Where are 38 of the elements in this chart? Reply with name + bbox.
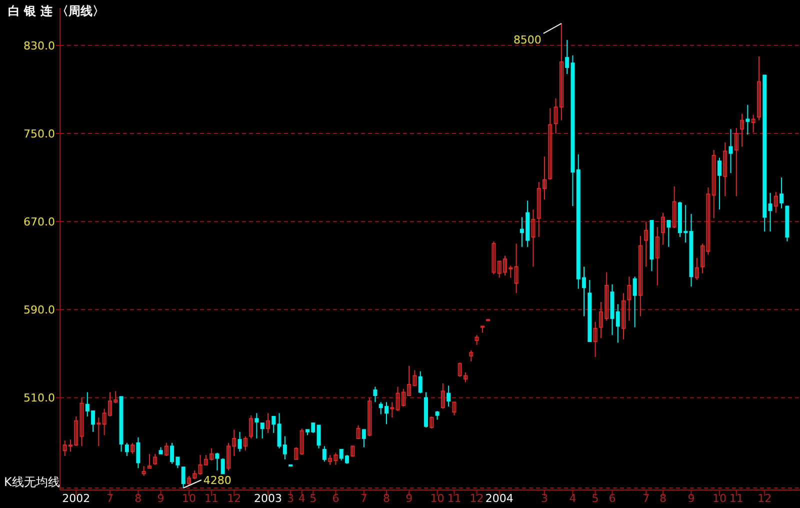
x-tick-label: 12 bbox=[470, 492, 484, 505]
y-tick-label: 670.0 bbox=[24, 216, 55, 229]
y-tick-label: 590.0 bbox=[24, 304, 55, 317]
x-tick-label: 12 bbox=[758, 492, 772, 505]
x-tick-label: 8 bbox=[382, 492, 390, 505]
y-tick-label: 510.0 bbox=[24, 392, 55, 405]
x-tick-label: 6 bbox=[608, 492, 616, 505]
x-tick-label: 7 bbox=[360, 492, 368, 505]
x-tick-label: 9 bbox=[406, 492, 413, 505]
x-tick-label: 2002 bbox=[62, 492, 90, 505]
x-tick-label: 9 bbox=[688, 492, 695, 505]
y-tick-label: 830.0 bbox=[24, 39, 55, 52]
x-tick-label: 10 bbox=[182, 492, 196, 505]
x-tick-label: 11 bbox=[447, 492, 462, 505]
x-tick-label: 5 bbox=[310, 492, 317, 505]
x-tick-label: 8 bbox=[134, 492, 142, 505]
x-tick-label: 3 bbox=[287, 492, 294, 505]
x-tick-label: 6 bbox=[332, 492, 340, 505]
x-tick-label: 9 bbox=[157, 492, 164, 505]
x-tick-label: 2004 bbox=[485, 492, 514, 505]
x-tick-label: 10 bbox=[712, 492, 726, 505]
x-tick-label: 10 bbox=[430, 492, 444, 505]
annotation: 4280 bbox=[203, 474, 232, 487]
chart-title: 白 银 连 〈周线〉 bbox=[8, 4, 105, 18]
x-tick-label: 4 bbox=[569, 492, 576, 505]
y-tick-label: 750.0 bbox=[24, 128, 55, 141]
annotation: 8500 bbox=[513, 33, 542, 46]
text: K线无均线 bbox=[4, 475, 60, 489]
x-tick-label: 2003 bbox=[254, 492, 282, 505]
x-tick-label: 11 bbox=[729, 492, 744, 505]
x-tick-label: 5 bbox=[592, 492, 599, 505]
x-tick-label: 7 bbox=[106, 492, 114, 505]
x-tick-label: 11 bbox=[204, 492, 219, 505]
x-tick-label: 8 bbox=[660, 492, 667, 505]
x-tick-label: 3 bbox=[541, 492, 548, 505]
x-tick-label: 7 bbox=[642, 492, 650, 505]
x-tick-label: 4 bbox=[298, 492, 306, 505]
x-tick-label: 12 bbox=[227, 492, 242, 505]
